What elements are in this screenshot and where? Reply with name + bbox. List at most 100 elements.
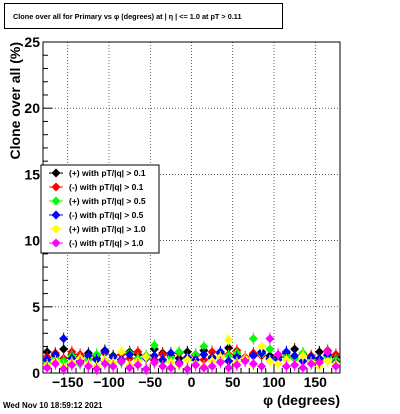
data-point xyxy=(125,363,135,373)
data-point xyxy=(281,361,291,371)
data-point xyxy=(116,347,126,357)
data-point xyxy=(290,344,300,354)
x-tick-label: 100 xyxy=(262,374,286,390)
data-point xyxy=(75,357,85,367)
data-point xyxy=(166,363,176,373)
data-point xyxy=(191,360,201,370)
y-axis-label: Clone over all (%) xyxy=(7,42,23,159)
legend-label: (-) with pT/|q| > 0.5 xyxy=(69,210,144,220)
data-point xyxy=(133,347,143,357)
data-point xyxy=(125,349,135,359)
data-point xyxy=(50,349,60,359)
data-point xyxy=(158,355,168,365)
data-point xyxy=(265,356,275,366)
data-point xyxy=(92,355,102,365)
data-point xyxy=(149,340,159,350)
y-tick-label: 5 xyxy=(32,299,40,315)
timestamp: Wed Nov 10 18:59:12 2021 xyxy=(3,401,103,410)
data-point xyxy=(331,361,341,371)
data-point xyxy=(133,360,143,370)
data-point xyxy=(257,348,267,358)
data-point xyxy=(141,352,151,362)
x-tick-label: 150 xyxy=(304,374,328,390)
data-point xyxy=(59,364,69,374)
data-point xyxy=(50,359,60,369)
data-point xyxy=(224,363,234,373)
data-point xyxy=(215,357,225,367)
data-point xyxy=(298,351,308,361)
legend-marker xyxy=(51,238,61,248)
data-point xyxy=(100,359,110,369)
legend-label: (+) with pT/|q| > 0.1 xyxy=(69,168,146,178)
data-point xyxy=(224,335,234,345)
legend-marker xyxy=(51,210,61,220)
data-point xyxy=(182,364,192,374)
data-point xyxy=(199,363,209,373)
legend-label: (-) with pT/|q| > 0.1 xyxy=(69,182,144,192)
data-point xyxy=(248,351,258,361)
data-point xyxy=(314,357,324,367)
x-tick-label: −50 xyxy=(138,374,162,390)
legend: (+) with pT/|q| > 0.1 (-) with pT/|q| > 0… xyxy=(40,164,160,254)
data-point xyxy=(248,334,258,344)
data-point xyxy=(199,349,209,359)
data-point xyxy=(306,359,316,369)
data-points xyxy=(42,332,341,376)
data-point xyxy=(174,347,184,357)
data-point xyxy=(83,361,93,371)
data-point xyxy=(265,344,275,354)
data-point xyxy=(290,351,300,361)
data-point xyxy=(281,347,291,357)
chart-title: Clone over all for Primary vs φ (degrees… xyxy=(4,3,283,29)
data-point xyxy=(257,342,267,352)
x-tick-label: −100 xyxy=(93,374,125,390)
x-tick-label: 0 xyxy=(188,374,196,390)
data-point xyxy=(265,334,275,344)
y-tick-label: 25 xyxy=(24,34,40,50)
data-point xyxy=(174,359,184,369)
y-tick-label: 0 xyxy=(32,365,40,381)
data-point xyxy=(298,363,308,373)
data-point xyxy=(149,357,159,367)
data-point xyxy=(323,356,333,366)
data-point xyxy=(67,360,77,370)
x-tick-label: −150 xyxy=(52,374,84,390)
data-point xyxy=(42,363,52,373)
data-point xyxy=(166,348,176,358)
legend-label: (-) with pT/|q| > 1.0 xyxy=(69,238,144,248)
data-point xyxy=(281,355,291,365)
legend-marker xyxy=(51,224,61,234)
data-point xyxy=(240,356,250,366)
data-point xyxy=(182,355,192,365)
data-point xyxy=(141,364,151,374)
data-point xyxy=(290,360,300,370)
legend-box xyxy=(40,164,160,254)
y-tick-label: 20 xyxy=(24,100,40,116)
data-point xyxy=(59,334,69,344)
tick-labels: −150 −100 −50 0 50 100 150 0 5 10 15 20 25 xyxy=(24,34,327,390)
data-point xyxy=(199,342,209,352)
legend-label: (+) with pT/|q| > 1.0 xyxy=(69,224,146,234)
data-point xyxy=(224,343,234,353)
data-point xyxy=(232,360,242,370)
data-point xyxy=(273,359,283,369)
data-point xyxy=(314,347,324,357)
legend-marker xyxy=(51,168,61,178)
data-point xyxy=(83,351,93,361)
data-point xyxy=(116,356,126,366)
data-point xyxy=(323,347,333,357)
data-point xyxy=(224,356,234,366)
x-tick-label: 50 xyxy=(225,374,241,390)
legend-marker xyxy=(51,182,61,192)
data-point xyxy=(100,347,110,357)
data-point xyxy=(257,361,267,371)
legend-marker xyxy=(51,196,61,206)
data-point xyxy=(149,351,159,361)
y-tick-label: 15 xyxy=(24,166,40,182)
data-point xyxy=(158,361,168,371)
data-point xyxy=(207,361,217,371)
legend-label: (+) with pT/|q| > 0.5 xyxy=(69,196,146,206)
data-point xyxy=(248,359,258,369)
x-axis-label: φ (degrees) xyxy=(263,392,340,408)
